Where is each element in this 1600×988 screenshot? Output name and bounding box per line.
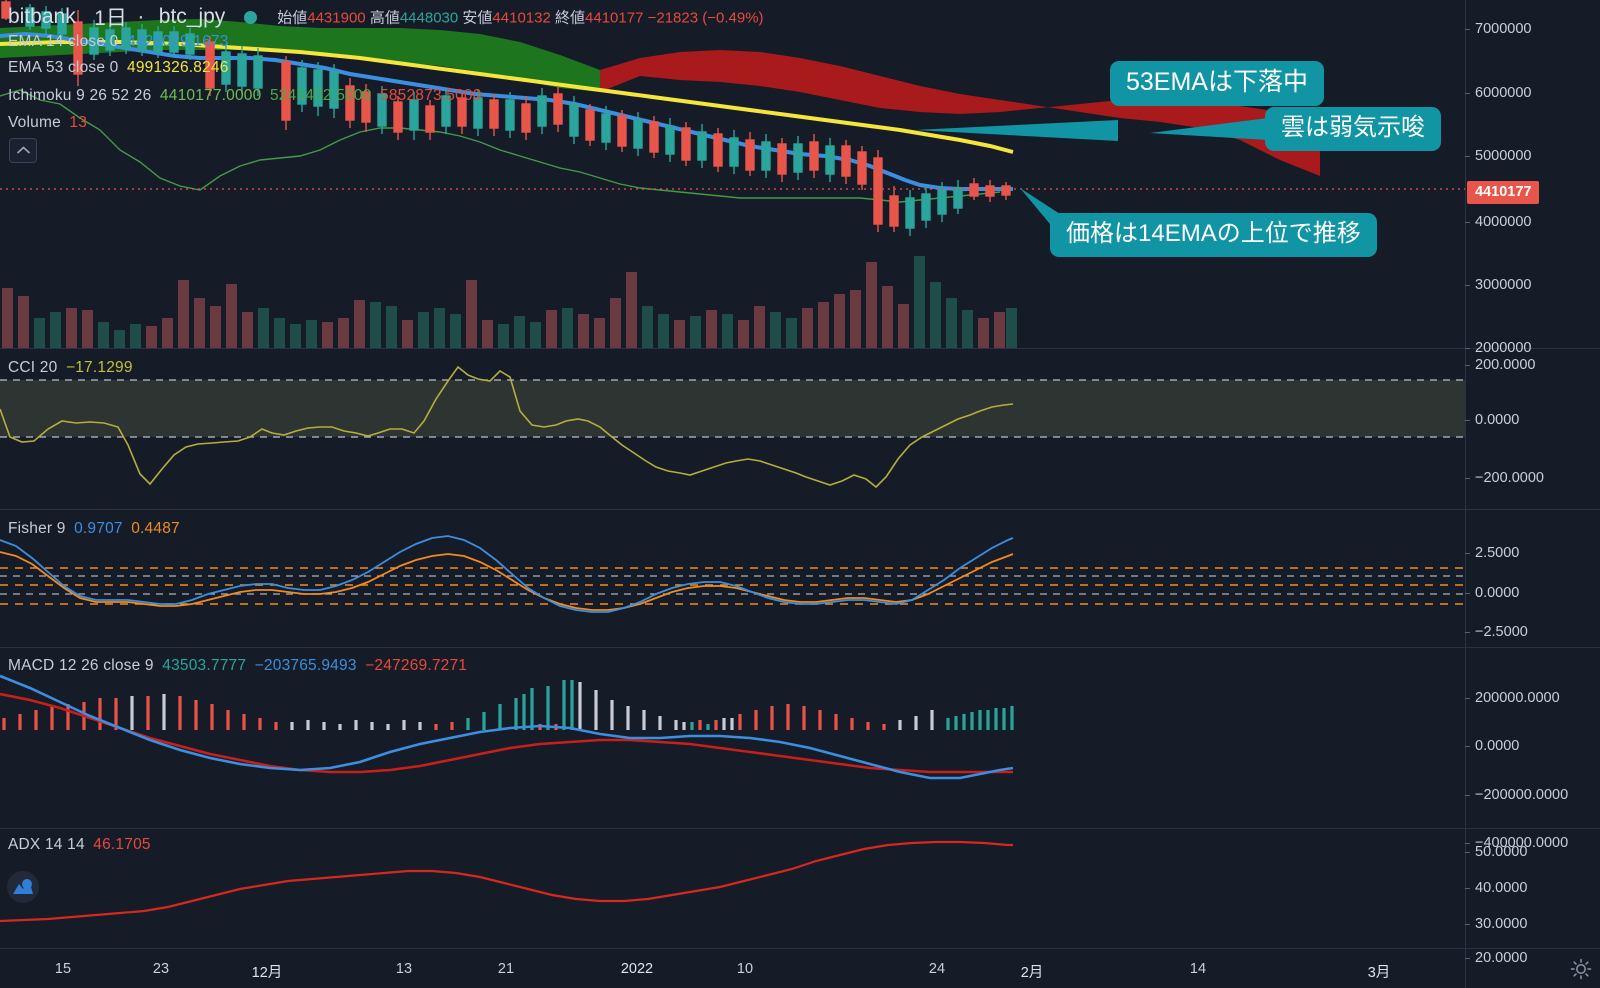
time-label-7: 24 bbox=[928, 961, 946, 977]
open-label: 始値 bbox=[277, 9, 308, 27]
change-value: −21823 bbox=[647, 9, 699, 27]
pane-divider-volume-cci[interactable] bbox=[0, 348, 1600, 349]
ichimoku-tenkan-line bbox=[0, 89, 1001, 203]
ohlc-readout: 始値4431900 高値4448030 安値4410132 終値4410177 … bbox=[277, 10, 763, 27]
macd-tick-neg200000: −200000.0000 bbox=[1464, 787, 1569, 803]
annotation-price-text: 価格は14EMAの上位で推移 bbox=[1066, 220, 1361, 247]
adx-pane[interactable]: ADX 14 14 46.1705 bbox=[0, 829, 1465, 948]
macd-tick-0: 0.0000 bbox=[1464, 738, 1520, 754]
pane-divider-macd-adx[interactable] bbox=[0, 828, 1600, 829]
macd-tick-neg400000: −400000.0000 bbox=[1464, 835, 1569, 851]
low-label: 安値 bbox=[462, 9, 493, 27]
high-value: 4448030 bbox=[399, 9, 459, 27]
symbol-name[interactable]: btc_jpy bbox=[158, 5, 226, 28]
fisher-signal-line bbox=[0, 551, 1014, 611]
cci-band-fill bbox=[0, 380, 1465, 437]
time-label-6: 10 bbox=[736, 961, 754, 977]
time-label-10: 3月 bbox=[1367, 965, 1391, 981]
macd-tick-200000: 200000.0000 bbox=[1465, 690, 1560, 706]
fisher-tick-2-5: 2.5000 bbox=[1464, 545, 1520, 561]
tradingview-logo[interactable] bbox=[7, 871, 39, 903]
adx-chart-svg bbox=[0, 840, 1013, 923]
cci-tick-neg200: −200.0000 bbox=[1465, 470, 1544, 486]
live-status-dot bbox=[243, 10, 257, 24]
adx-tick-20: 20.0000 bbox=[1464, 950, 1528, 966]
fisher-line bbox=[0, 535, 1014, 613]
time-label-4: 21 bbox=[497, 961, 515, 977]
cci-chart-svg bbox=[0, 365, 1465, 489]
pane-divider-fisher-macd[interactable] bbox=[0, 647, 1600, 648]
chart-settings-button[interactable] bbox=[1570, 958, 1592, 980]
price-tick-5000000: 5000000 bbox=[1464, 148, 1532, 164]
annotation-53ema-text: 53EMAは下落中 bbox=[1126, 68, 1308, 96]
gear-icon bbox=[1570, 958, 1592, 980]
fisher-pane[interactable]: Fisher 9 0.9707 0.4487 bbox=[0, 510, 1465, 647]
close-value: 4410177 bbox=[585, 9, 644, 27]
fisher-tick-neg2-5: −2.5000 bbox=[1465, 624, 1528, 640]
cci-tick-0: 0.0000 bbox=[1464, 412, 1520, 428]
time-label-2: 12月 bbox=[251, 965, 283, 981]
price-pane[interactable]: EMA 14 close 0 4426029.1673 EMA 53 close… bbox=[0, 0, 1465, 348]
price-chart-svg bbox=[0, 0, 1465, 236]
ichimoku-cloud-bullish bbox=[0, 19, 600, 92]
chevron-up-icon bbox=[16, 146, 31, 154]
price-axis[interactable]: 7000000 6000000 5000000 4410177 4000000 … bbox=[1464, 0, 1600, 988]
price-tick-2000000: 2000000 bbox=[1464, 340, 1532, 356]
open-value: 4431900 bbox=[307, 9, 366, 27]
chart-header: bitbank 1日 · btc_jpy 始値4431900 高値4448030… bbox=[8, 2, 764, 32]
annotation-cloud[interactable]: 雲は弱気示唆 bbox=[1265, 107, 1441, 151]
macd-signal-line bbox=[0, 692, 1013, 774]
price-tick-3000000: 3000000 bbox=[1464, 277, 1532, 293]
macd-line bbox=[0, 674, 1014, 780]
separator-dot: · bbox=[137, 5, 145, 28]
adx-line bbox=[0, 840, 1013, 923]
time-axis[interactable]: 15 23 12月 13 21 2022 10 24 2月 14 3月 bbox=[0, 948, 1600, 988]
exchange-name[interactable]: bitbank bbox=[8, 5, 76, 28]
ichimoku-cloud-bearish bbox=[600, 50, 1320, 176]
candlestick-series bbox=[1, 0, 1011, 236]
cci-tick-200: 200.0000 bbox=[1464, 357, 1536, 373]
macd-histogram bbox=[2, 680, 1014, 730]
tradingview-logo-icon bbox=[13, 879, 33, 894]
time-label-8: 2月 bbox=[1020, 965, 1044, 981]
annotation-53ema[interactable]: 53EMAは下落中 bbox=[1110, 61, 1324, 106]
current-price-tag: 4410177 bbox=[1467, 181, 1540, 204]
cci-pane[interactable]: CCI 20 −17.1299 bbox=[0, 349, 1465, 509]
cci-line bbox=[0, 365, 1014, 489]
high-label: 高値 bbox=[369, 9, 400, 27]
close-label: 終値 bbox=[555, 9, 586, 27]
macd-pane[interactable]: MACD 12 26 close 9 43503.7777 −203765.94… bbox=[0, 648, 1465, 828]
time-label-0: 15 bbox=[54, 961, 72, 977]
axis-vertical-line bbox=[1465, 0, 1466, 988]
change-percent: (−0.49%) bbox=[702, 9, 764, 27]
fisher-tick-0: 0.0000 bbox=[1464, 585, 1520, 601]
annotation-cloud-text: 雲は弱気示唆 bbox=[1281, 114, 1425, 141]
price-tick-6000000: 6000000 bbox=[1464, 85, 1532, 101]
volume-bar-series bbox=[2, 256, 1017, 348]
pane-divider-cci-fisher[interactable] bbox=[0, 509, 1600, 510]
annotation-price-above-ema[interactable]: 価格は14EMAの上位で推移 bbox=[1050, 213, 1377, 257]
adx-tick-40: 40.0000 bbox=[1464, 880, 1528, 896]
time-label-9: 14 bbox=[1189, 961, 1207, 977]
time-label-1: 23 bbox=[152, 961, 170, 977]
price-tick-4000000: 4000000 bbox=[1464, 214, 1532, 230]
low-value: 4410132 bbox=[492, 9, 551, 27]
adx-tick-30: 30.0000 bbox=[1464, 916, 1528, 932]
price-tick-7000000: 7000000 bbox=[1464, 21, 1532, 37]
collapse-pane-button[interactable] bbox=[9, 138, 37, 163]
volume-bars-svg bbox=[2, 256, 1017, 348]
macd-chart-svg bbox=[0, 674, 1014, 780]
time-label-5: 2022 bbox=[620, 961, 654, 977]
time-label-3: 13 bbox=[395, 961, 413, 977]
timeframe-label[interactable]: 1日 bbox=[94, 7, 127, 30]
fisher-chart-svg bbox=[0, 535, 1465, 613]
adx-tick-50: 50.0000 bbox=[1464, 844, 1528, 860]
